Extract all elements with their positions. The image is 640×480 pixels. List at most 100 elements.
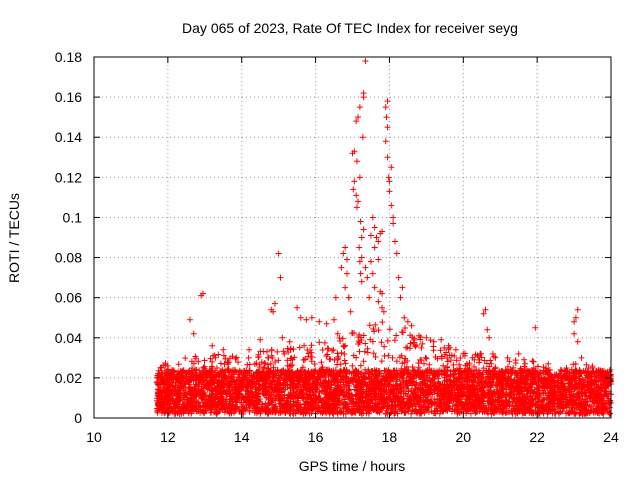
data-point	[349, 362, 356, 369]
data-point	[441, 399, 448, 406]
data-point	[274, 348, 281, 355]
data-point	[541, 385, 548, 392]
data-point	[427, 337, 434, 344]
data-point	[563, 396, 570, 403]
data-point	[487, 379, 494, 386]
data-point	[290, 346, 297, 353]
data-point	[182, 355, 189, 362]
data-point	[351, 409, 358, 416]
data-point	[379, 319, 386, 326]
data-point	[378, 393, 385, 400]
data-point	[193, 376, 200, 383]
data-point	[367, 336, 374, 343]
data-point	[513, 371, 520, 378]
data-point	[488, 360, 495, 367]
data-point	[356, 348, 363, 355]
data-point	[515, 389, 522, 396]
data-point	[410, 339, 417, 346]
data-point	[393, 358, 400, 365]
data-point	[301, 404, 308, 411]
data-point	[475, 373, 482, 380]
data-point	[476, 376, 483, 383]
data-point	[476, 399, 483, 406]
data-point	[392, 381, 399, 388]
data-point	[506, 358, 513, 365]
data-point	[211, 352, 218, 359]
data-point	[246, 372, 253, 379]
data-point	[374, 370, 381, 377]
data-point	[375, 379, 382, 386]
data-point	[233, 398, 240, 405]
data-point	[407, 332, 414, 339]
data-point	[309, 368, 316, 375]
data-point	[370, 326, 377, 333]
data-point	[489, 375, 496, 382]
data-point	[423, 368, 430, 375]
data-point	[337, 409, 344, 416]
data-point	[321, 339, 328, 346]
data-point	[283, 401, 290, 408]
data-point	[563, 410, 570, 417]
data-point	[569, 408, 576, 415]
data-point	[411, 368, 418, 375]
data-point	[287, 369, 294, 376]
data-point	[287, 393, 294, 400]
data-point	[250, 400, 257, 407]
data-point	[344, 406, 351, 413]
data-point	[324, 351, 331, 358]
data-point	[596, 387, 603, 394]
data-point	[584, 410, 591, 417]
data-point	[412, 369, 419, 376]
data-point	[490, 367, 497, 374]
data-point	[202, 392, 209, 399]
data-point	[246, 367, 253, 374]
data-point	[475, 367, 482, 374]
data-point	[383, 387, 390, 394]
data-point	[407, 340, 414, 347]
data-point	[301, 342, 308, 349]
data-point	[516, 407, 523, 414]
data-point	[583, 361, 590, 368]
data-point	[375, 367, 382, 374]
data-point	[450, 361, 457, 368]
data-point	[276, 405, 283, 412]
data-point	[463, 360, 470, 367]
data-point	[220, 352, 227, 359]
data-point	[437, 382, 444, 389]
data-point	[405, 369, 412, 376]
data-point	[422, 394, 429, 401]
data-point	[362, 394, 369, 401]
data-point	[400, 329, 407, 336]
data-point	[524, 404, 531, 411]
data-point	[245, 354, 252, 361]
data-point	[369, 405, 376, 412]
data-point	[357, 362, 364, 369]
data-point	[518, 376, 525, 383]
data-point	[227, 407, 234, 414]
data-point	[537, 370, 544, 377]
data-point	[222, 355, 229, 362]
data-point	[286, 363, 293, 370]
data-point	[485, 410, 492, 417]
data-point	[364, 382, 371, 389]
data-point	[412, 408, 419, 415]
data-point	[189, 373, 196, 380]
data-point	[515, 391, 522, 398]
data-point	[266, 400, 273, 407]
data-point	[564, 401, 571, 408]
data-point	[232, 355, 239, 362]
data-point	[548, 373, 555, 380]
data-point	[441, 393, 448, 400]
data-point	[312, 403, 319, 410]
data-point	[299, 379, 306, 386]
data-point	[357, 385, 364, 392]
data-point	[330, 346, 337, 353]
data-point	[327, 356, 334, 363]
data-point	[493, 382, 500, 389]
data-point	[325, 345, 332, 352]
chart-title: Day 065 of 2023, Rate Of TEC Index for r…	[182, 20, 518, 36]
data-point	[259, 374, 266, 381]
data-point	[298, 393, 305, 400]
data-point	[345, 380, 352, 387]
data-point	[475, 353, 482, 360]
